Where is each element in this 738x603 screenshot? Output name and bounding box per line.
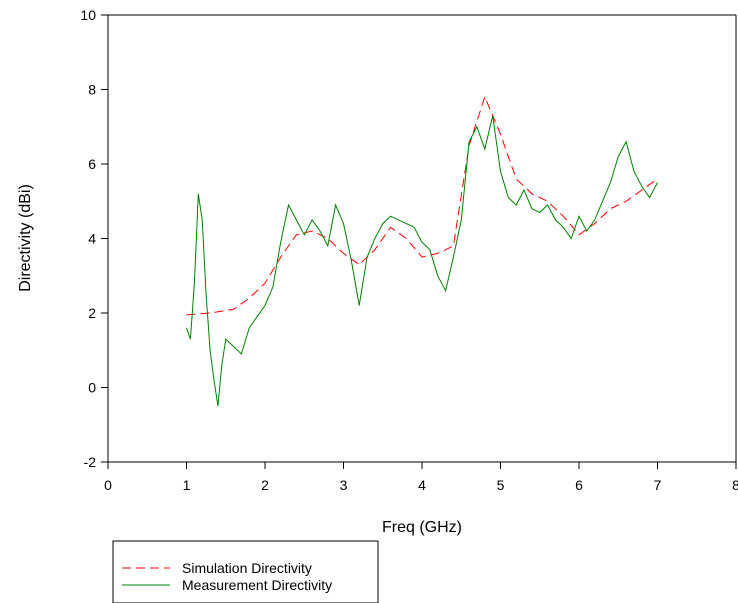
x-tick-label: 6: [575, 477, 583, 493]
y-tick-label: 6: [88, 156, 96, 172]
y-tick-label: -2: [84, 454, 97, 470]
series-layer: [186, 95, 658, 407]
x-tick-label: 1: [183, 477, 191, 493]
x-tick-label: 3: [340, 477, 348, 493]
y-tick-label: 4: [88, 231, 96, 247]
plot-area: [107, 14, 737, 463]
legend-label-simulation: Simulation Directivity: [182, 560, 312, 576]
legend-box: [112, 540, 379, 603]
series-line-simulation: [186, 95, 658, 316]
x-tick-label: 2: [261, 477, 269, 493]
x-tick-label: 8: [732, 477, 738, 493]
y-axis-ticks: -2 0 2 4 6 8 10: [80, 7, 108, 470]
y-tick-label: 10: [80, 7, 96, 23]
y-tick-label: 2: [88, 305, 96, 321]
x-tick-label: 7: [654, 477, 662, 493]
y-tick-label: 0: [88, 380, 96, 396]
x-tick-label: 4: [418, 477, 426, 493]
legend: Simulation Directivity Measurement Direc…: [112, 540, 379, 603]
x-tick-label: 5: [497, 477, 505, 493]
legend-label-measurement: Measurement Directivity: [182, 577, 332, 593]
y-tick-label: 8: [88, 82, 96, 98]
y-axis-title: Directivity (dBi): [17, 184, 34, 292]
series-line-measurement: [186, 115, 658, 407]
x-tick-label: 0: [104, 477, 112, 493]
x-axis-title: Freq (GHz): [382, 519, 462, 536]
x-axis-ticks: 0 1 2 3 4 5 6 7 8: [104, 462, 738, 493]
